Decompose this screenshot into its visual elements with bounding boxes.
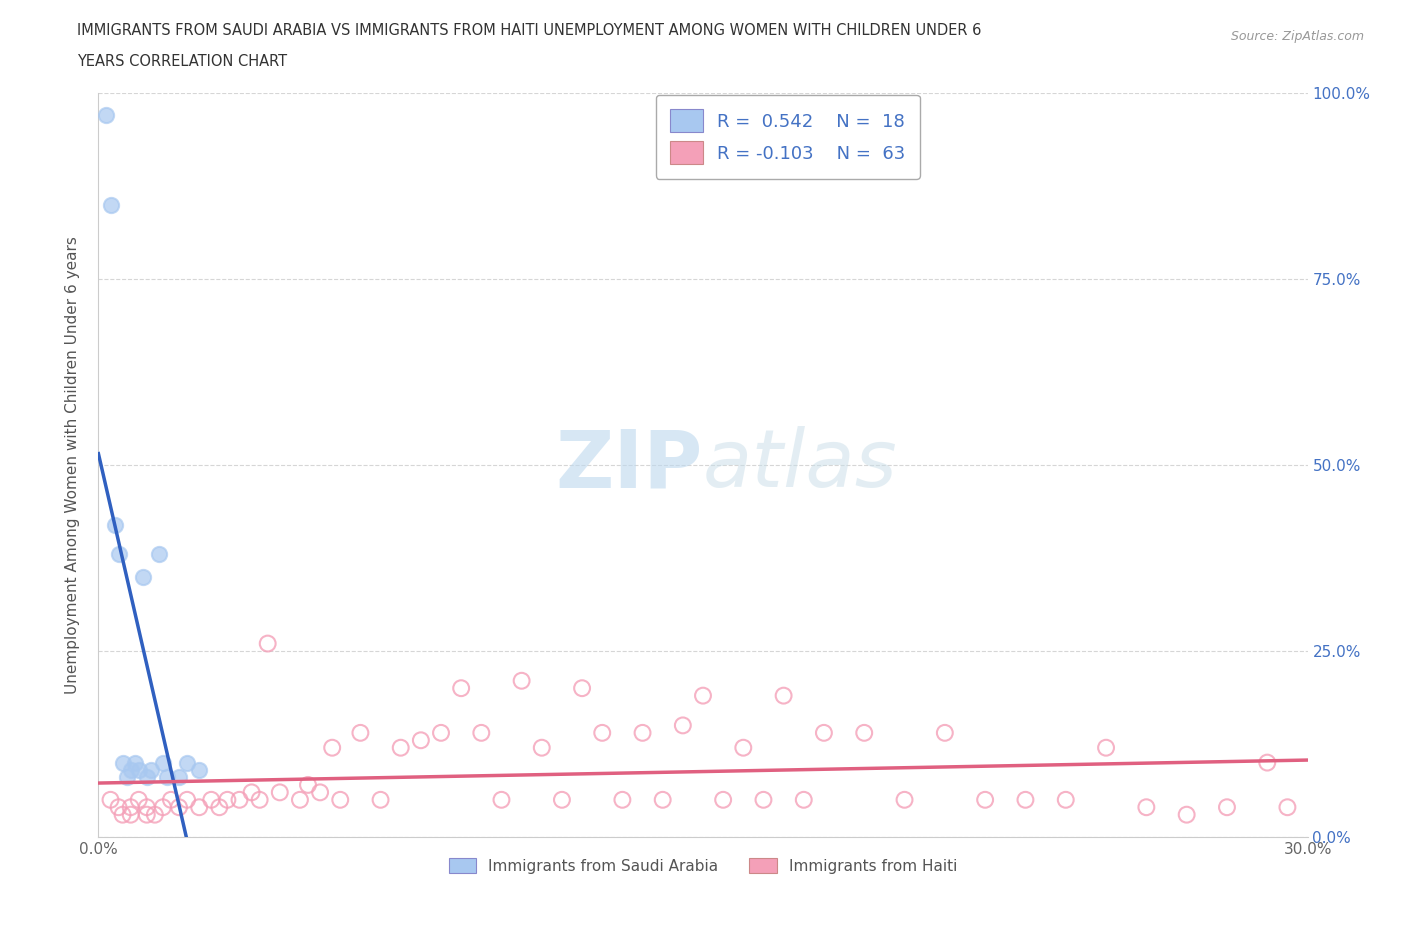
Point: [111, 807, 134, 822]
Text: atlas: atlas: [703, 426, 898, 504]
Point: [551, 792, 574, 807]
Point: [152, 800, 174, 815]
Point: [167, 770, 190, 785]
Point: [135, 770, 157, 785]
Point: [752, 792, 775, 807]
Point: [228, 792, 250, 807]
Point: [370, 792, 392, 807]
Point: [96, 108, 118, 123]
Point: [733, 740, 755, 755]
Point: [156, 770, 179, 785]
Point: [934, 725, 956, 740]
Point: [188, 800, 211, 815]
Point: [1135, 800, 1157, 815]
Point: [167, 800, 190, 815]
Text: YEARS CORRELATION CHART: YEARS CORRELATION CHART: [77, 54, 287, 69]
Point: [430, 725, 453, 740]
Point: [120, 763, 142, 777]
Y-axis label: Unemployment Among Women with Children Under 6 years: Unemployment Among Women with Children U…: [65, 236, 80, 694]
Point: [591, 725, 613, 740]
Point: [115, 770, 138, 785]
Point: [107, 547, 129, 562]
Point: [974, 792, 997, 807]
Point: [288, 792, 311, 807]
Point: [1175, 807, 1198, 822]
Point: [143, 807, 166, 822]
Point: [321, 740, 343, 755]
Point: [128, 792, 150, 807]
Point: [491, 792, 513, 807]
Point: [103, 517, 125, 532]
Point: [1216, 800, 1239, 815]
Point: [1256, 755, 1278, 770]
Point: [470, 725, 492, 740]
Point: [329, 792, 352, 807]
Legend: Immigrants from Saudi Arabia, Immigrants from Haiti: Immigrants from Saudi Arabia, Immigrants…: [441, 850, 965, 882]
Point: [217, 792, 239, 807]
Point: [692, 688, 714, 703]
Point: [148, 547, 170, 562]
Point: [631, 725, 654, 740]
Point: [128, 763, 150, 777]
Point: [135, 800, 157, 815]
Point: [176, 755, 198, 770]
Point: [249, 792, 271, 807]
Point: [1054, 792, 1077, 807]
Point: [711, 792, 734, 807]
Point: [389, 740, 412, 755]
Point: [124, 755, 146, 770]
Point: [813, 725, 835, 740]
Point: [256, 636, 278, 651]
Text: Source: ZipAtlas.com: Source: ZipAtlas.com: [1230, 30, 1364, 43]
Point: [111, 755, 134, 770]
Point: [240, 785, 263, 800]
Point: [107, 800, 129, 815]
Point: [200, 792, 222, 807]
Point: [100, 792, 122, 807]
Point: [450, 681, 472, 696]
Point: [269, 785, 291, 800]
Point: [349, 725, 371, 740]
Point: [793, 792, 815, 807]
Point: [672, 718, 695, 733]
Point: [1014, 792, 1036, 807]
Point: [188, 763, 211, 777]
Point: [409, 733, 432, 748]
Point: [1095, 740, 1118, 755]
Point: [135, 807, 157, 822]
Point: [612, 792, 634, 807]
Point: [100, 197, 122, 212]
Point: [309, 785, 332, 800]
Point: [139, 763, 162, 777]
Point: [120, 807, 142, 822]
Point: [1277, 800, 1299, 815]
Point: [853, 725, 876, 740]
Point: [152, 755, 174, 770]
Point: [571, 681, 593, 696]
Point: [772, 688, 794, 703]
Point: [160, 792, 183, 807]
Point: [530, 740, 553, 755]
Text: ZIP: ZIP: [555, 426, 703, 504]
Text: IMMIGRANTS FROM SAUDI ARABIA VS IMMIGRANTS FROM HAITI UNEMPLOYMENT AMONG WOMEN W: IMMIGRANTS FROM SAUDI ARABIA VS IMMIGRAN…: [77, 23, 981, 38]
Point: [176, 792, 198, 807]
Point: [297, 777, 319, 792]
Point: [893, 792, 915, 807]
Point: [510, 673, 533, 688]
Point: [120, 800, 142, 815]
Point: [208, 800, 231, 815]
Point: [132, 569, 155, 584]
Point: [651, 792, 673, 807]
